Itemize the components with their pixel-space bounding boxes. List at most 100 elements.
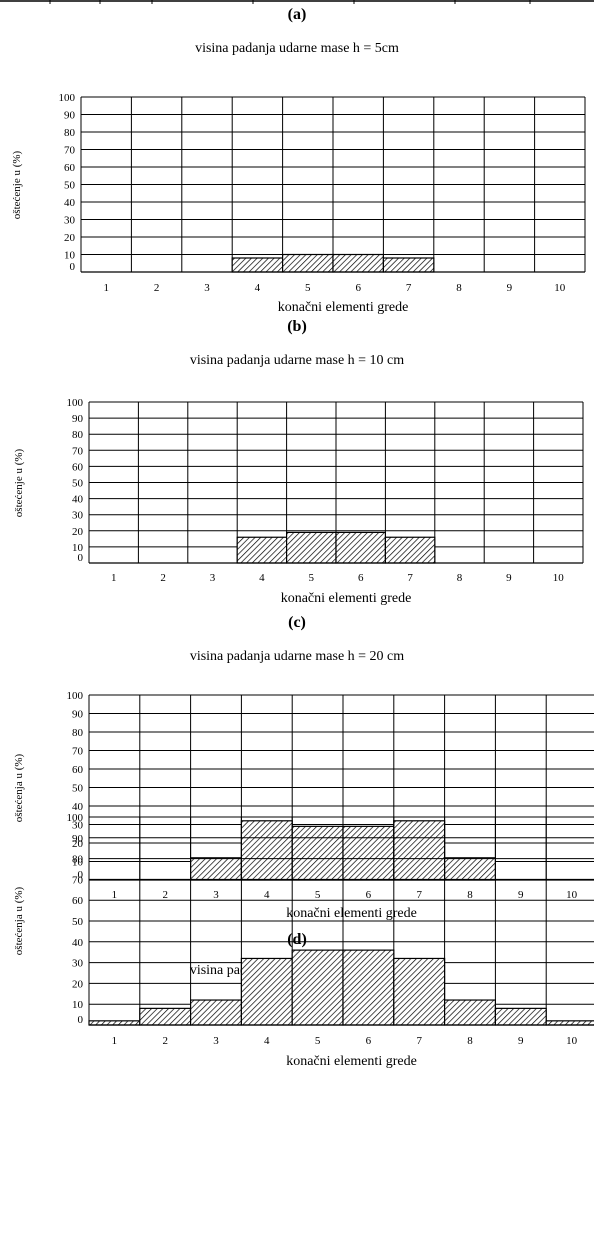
y-tick-label: 70	[72, 746, 84, 758]
y-tick-label: 50	[72, 783, 84, 795]
panel-label: (b)	[287, 318, 307, 335]
x-tick-label: 1	[112, 1035, 118, 1047]
x-tick-label: 3	[204, 282, 210, 294]
bar-element-7	[382, 257, 435, 273]
x-tick-label: 7	[416, 1035, 422, 1047]
x-tick-label: 8	[456, 282, 462, 294]
x-axis-label: konačni elementi grede	[286, 1054, 417, 1069]
x-tick-label: 6	[366, 889, 372, 901]
chart-panel-b: (b) visina padanja udarne mase h = 10 cm 1…	[13, 318, 584, 606]
y-tick-label: 40	[64, 197, 76, 209]
x-tick-label: 8	[467, 1035, 473, 1047]
chart-panel-a: (a)visina padanja udarne mase h = 5cm100…	[11, 6, 586, 315]
y-tick-label: 20	[72, 526, 84, 538]
panel-label: (a)	[288, 6, 307, 23]
y-tick-label: 80	[64, 127, 76, 139]
y-tick-label: 60	[64, 162, 76, 174]
y-tick-label: 0	[78, 552, 84, 564]
y-tick-label: 20	[72, 838, 84, 850]
y-tick-label: 40	[72, 494, 84, 506]
x-tick-label: 5	[315, 889, 321, 901]
y-tick-label: 50	[72, 478, 84, 490]
x-tick-label: 3	[210, 572, 216, 584]
bar-element-8	[444, 999, 497, 1026]
chart-panel-c: (c) visina padanja udarne mase h = 20 cm 1…	[13, 614, 594, 921]
bar-element-7	[384, 536, 436, 564]
y-tick-label: 70	[72, 445, 84, 457]
x-tick-label: 3	[213, 889, 219, 901]
y-axis-label: oštećenja u (%)	[13, 753, 25, 822]
y-tick-label: 50	[64, 180, 76, 192]
x-tick-label: 3	[213, 1035, 219, 1047]
x-tick-label: 9	[507, 282, 513, 294]
x-axis-label: konačni elementi grede	[278, 300, 409, 315]
y-tick-label: 10	[64, 250, 76, 262]
panel-label: (d)	[287, 931, 307, 948]
x-tick-label: 4	[255, 282, 261, 294]
y-tick-label: 60	[72, 895, 84, 907]
bar-element-3	[190, 857, 243, 881]
bar-element-7	[393, 820, 446, 881]
bar-element-2	[139, 1007, 192, 1026]
x-tick-label: 9	[518, 1035, 524, 1047]
y-tick-label: 20	[64, 232, 76, 244]
panel-label: (c)	[288, 614, 306, 631]
bar-element-9	[494, 1007, 547, 1026]
y-tick-label: 100	[67, 812, 84, 824]
y-tick-label: 30	[72, 958, 84, 970]
y-tick-label: 80	[72, 727, 84, 739]
y-tick-label: 40	[72, 801, 84, 813]
x-tick-label: 6	[355, 282, 361, 294]
y-tick-label: 20	[72, 978, 84, 990]
y-tick-label: 90	[64, 110, 76, 122]
bar-element-4	[240, 820, 293, 881]
y-tick-label: 30	[64, 215, 76, 227]
x-tick-label: 2	[162, 889, 168, 901]
y-tick-label: 30	[72, 510, 84, 522]
x-tick-label: 2	[162, 1035, 168, 1047]
y-tick-label: 50	[72, 916, 84, 928]
x-tick-label: 5	[305, 282, 311, 294]
x-tick-label: 2	[160, 572, 166, 584]
x-tick-label: 1	[103, 282, 109, 294]
bar-element-5	[282, 253, 334, 273]
y-tick-label: 80	[72, 854, 84, 866]
x-tick-label: 4	[264, 1035, 270, 1047]
y-tick-label: 100	[67, 397, 84, 409]
x-tick-label: 5	[309, 572, 315, 584]
y-tick-label: 90	[72, 709, 84, 721]
y-axis-label: oštećenje u (%)	[11, 150, 23, 219]
bar-element-4	[236, 536, 288, 564]
chart-title: visina padanja udarne mase h = 20 cm	[190, 649, 404, 664]
x-tick-label: 10	[553, 572, 565, 584]
x-tick-label: 5	[315, 1035, 321, 1047]
bar-element-4	[231, 257, 284, 273]
chart-title: visina padanja udarne mase h = 10 cm	[190, 353, 404, 368]
y-tick-label: 60	[72, 461, 84, 473]
y-tick-label: 0	[70, 261, 76, 273]
y-tick-label: 0	[78, 869, 84, 881]
x-tick-label: 9	[518, 889, 524, 901]
x-tick-label: 10	[566, 1035, 578, 1047]
bar-element-6	[332, 253, 385, 273]
x-axis-label: konačni elementi grede	[281, 591, 412, 606]
bar-element-6	[342, 949, 395, 1026]
x-tick-label: 1	[112, 889, 118, 901]
bar-element-1	[88, 1020, 141, 1026]
top-border-ticks	[49, 0, 531, 4]
x-tick-label: 10	[566, 889, 578, 901]
x-tick-label: 6	[366, 1035, 372, 1047]
y-tick-label: 90	[72, 413, 84, 425]
bar-element-5	[291, 825, 344, 881]
chart-panel-d: (d)visina padanja udarne mase h = 30 cm1…	[13, 812, 594, 1069]
bar-element-3	[190, 999, 243, 1026]
x-tick-label: 1	[111, 572, 117, 584]
bar-element-8	[444, 857, 497, 881]
bar-element-6	[342, 825, 395, 881]
x-axis-label: konačni elementi grede	[286, 906, 417, 921]
y-tick-label: 40	[72, 937, 84, 949]
y-tick-label: 60	[72, 764, 84, 776]
y-tick-label: 10	[72, 542, 84, 554]
y-tick-label: 70	[72, 874, 84, 886]
x-tick-label: 9	[506, 572, 512, 584]
